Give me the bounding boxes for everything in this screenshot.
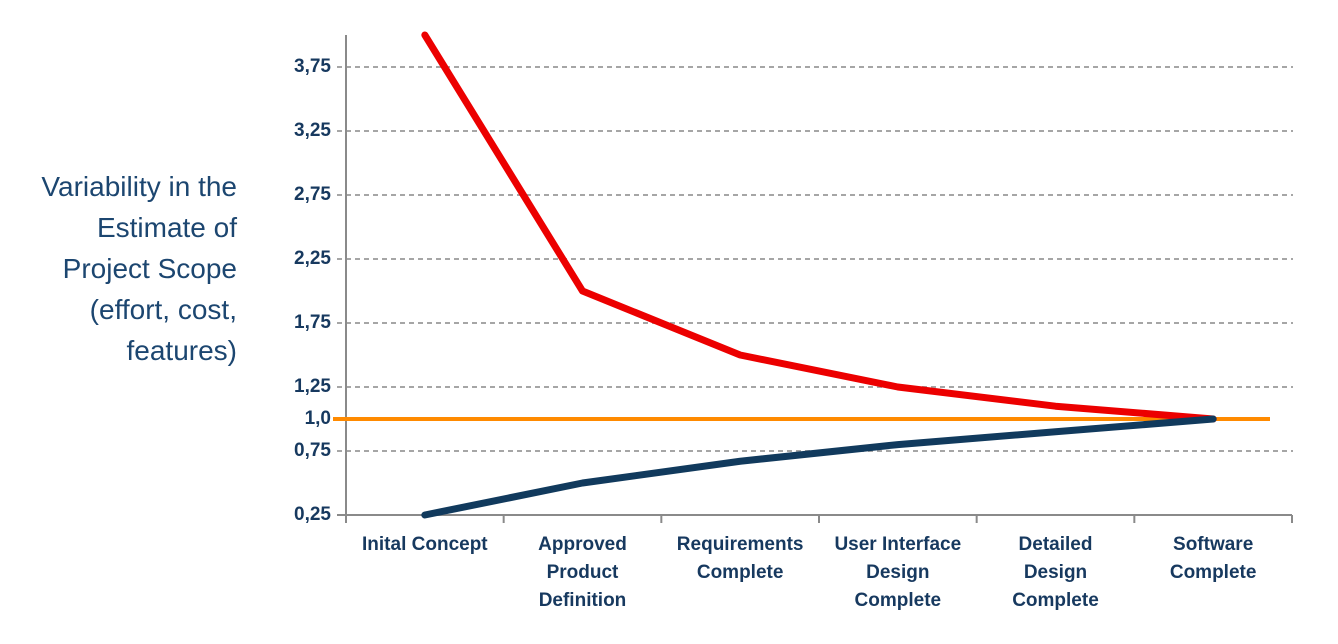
category-label: Inital Concept [362,534,488,555]
low-estimate-line [421,415,1217,519]
y-tick-label: 1,0 [304,408,331,429]
high-estimate-line [421,31,1217,423]
y-tick-label: 3,25 [294,120,331,141]
y-tick-label: 1,75 [294,312,331,333]
y-tick-label: 0,25 [294,504,331,525]
category-label: User Interface Design Complete [834,534,962,611]
y-tick-label: 0,75 [294,440,331,461]
category-label: Software Complete [1169,534,1257,583]
y-tick-label: 2,25 [294,248,331,269]
category-label: Detailed Design Complete [1012,534,1099,611]
category-label: Requirements Complete [676,534,804,583]
category-label: Approved Product Definition [538,534,627,611]
y-tick-label: 2,75 [294,184,331,205]
y-axis-title: Variability in the Estimate of Project S… [41,171,237,366]
y-tick-label: 1,25 [294,376,331,397]
y-tick-label: 3,75 [294,56,331,77]
